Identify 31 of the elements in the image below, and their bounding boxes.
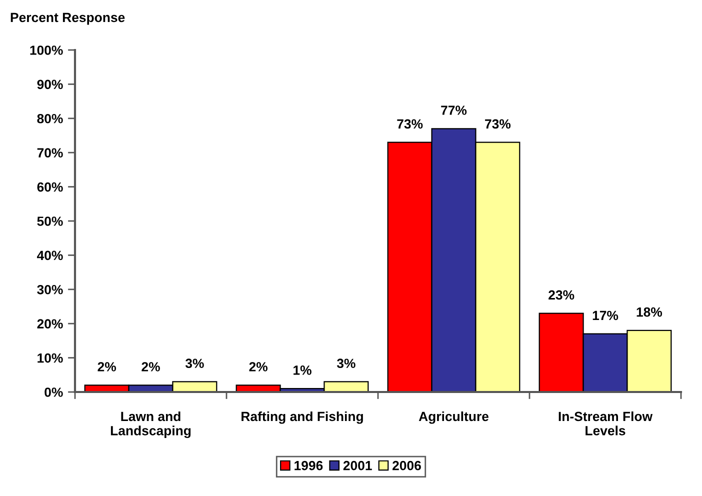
data-label: 2% (142, 362, 160, 372)
data-label: 23% (548, 290, 574, 300)
y-axis-title: Percent Response (10, 12, 125, 25)
data-label: 1% (294, 366, 312, 375)
legend-label: 2001 (343, 460, 372, 470)
x-tick-label: Rafting and Fishing (242, 411, 363, 424)
y-tick-label: 40% (36, 250, 63, 260)
y-tick-label: 80% (37, 114, 63, 124)
y-tick-label: 60% (37, 182, 63, 192)
y-tick-label: 0% (44, 388, 63, 397)
data-label: 77% (441, 106, 467, 115)
y-tick-label: 10% (38, 353, 63, 363)
x-tick-label: Agriculture (418, 411, 488, 424)
data-label: 73% (485, 119, 511, 129)
y-tick-label: 20% (37, 319, 63, 329)
y-tick-label: 100% (30, 46, 63, 55)
data-label: 2% (98, 362, 116, 372)
data-label: 3% (185, 358, 204, 368)
x-tick-label: In-Stream Flow Levels (558, 411, 653, 436)
y-tick-label: 50% (37, 216, 63, 226)
x-tick-label: Lawn and Landscaping (110, 411, 191, 438)
y-tick-label: 90% (37, 80, 63, 90)
data-label: 73% (397, 119, 423, 129)
legend-label: 1996 (294, 460, 323, 470)
data-label: 18% (636, 307, 662, 317)
data-label: 2% (249, 362, 268, 372)
data-label: 17% (592, 310, 618, 320)
y-tick-label: 30% (37, 284, 63, 294)
y-tick-label: 70% (37, 148, 63, 158)
legend-label: 2006 (392, 460, 421, 470)
data-label: 3% (336, 358, 356, 368)
